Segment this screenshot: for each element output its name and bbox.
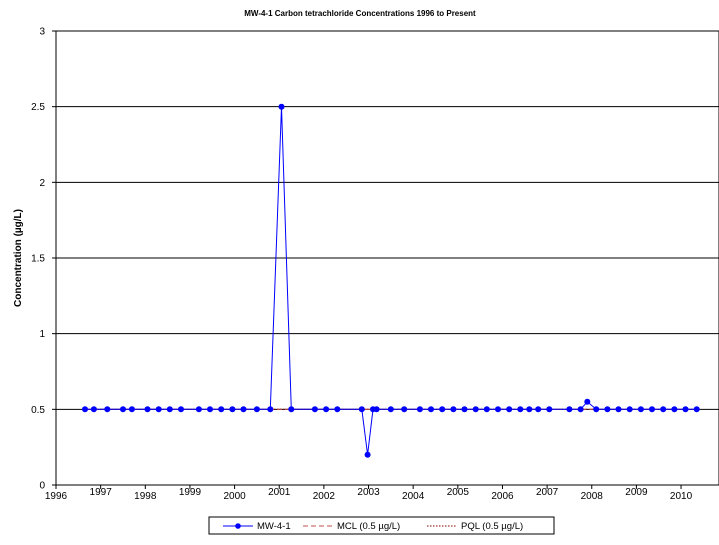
data-point — [472, 406, 479, 413]
legend-label-pql: PQL (0.5 µg/L) — [461, 521, 523, 532]
data-point — [461, 406, 468, 413]
y-tick-label: 3 — [39, 27, 45, 38]
x-tick-labels: 1996 1998 2000 2002 2004 2006 2008 2010 1997 1999… — [45, 485, 693, 502]
legend-label-mcl: MCL (0.5 µg/L) — [337, 521, 400, 532]
data-point — [267, 406, 274, 413]
legend: MW-4-1 MCL (0.5 µg/L) PQL (0.5 µg/L) — [208, 516, 555, 535]
y-axis-label: Concentration (µg/L) — [13, 209, 24, 307]
data-point — [450, 406, 457, 413]
data-point — [517, 406, 524, 413]
data-point — [566, 406, 573, 413]
x-tick-label: 2008 — [581, 491, 604, 502]
legend-label-mw-4-1: MW-4-1 — [257, 521, 291, 532]
data-point — [178, 406, 184, 413]
data-point — [240, 406, 247, 413]
x-tick-label: 2009 — [625, 487, 648, 498]
data-point — [506, 406, 513, 413]
data-point — [660, 406, 667, 413]
data-point — [615, 406, 622, 413]
data-point — [593, 406, 600, 413]
data-point — [278, 103, 285, 110]
data-point — [649, 406, 655, 413]
y-tick-label: 0 — [39, 481, 45, 492]
x-tick-label: 1996 — [45, 491, 68, 502]
x-tick-label: 1998 — [134, 491, 157, 502]
y-tick-label: 2 — [39, 178, 45, 189]
y-tick-labels: 0 0.5 1 1.5 2 2.5 3 — [31, 27, 56, 492]
x-tick-label: 2005 — [447, 487, 470, 498]
y-tick-label: 0.5 — [31, 405, 45, 416]
data-point — [155, 406, 162, 413]
data-point — [671, 406, 678, 413]
data-point — [637, 406, 644, 413]
x-tick-label: 2007 — [536, 487, 559, 498]
data-point — [166, 406, 173, 413]
data-point — [120, 406, 126, 413]
x-tick-label: 2010 — [670, 491, 693, 502]
data-point — [604, 406, 611, 413]
data-point — [364, 451, 371, 458]
data-point — [483, 406, 490, 413]
data-point — [128, 406, 135, 413]
data-point — [334, 406, 341, 413]
data-point — [82, 406, 88, 413]
data-point — [218, 406, 225, 413]
data-point — [401, 406, 408, 413]
legend-marker-mw-4-1 — [235, 523, 241, 529]
data-point — [373, 406, 380, 413]
data-point — [428, 406, 434, 413]
data-point — [626, 406, 633, 413]
data-point — [195, 406, 202, 413]
x-tick-label: 2000 — [223, 491, 246, 502]
legend-box — [208, 516, 555, 535]
y-tick-label: 1.5 — [31, 254, 45, 265]
x-tick-label: 2003 — [357, 487, 380, 498]
data-point — [682, 406, 689, 413]
data-point — [526, 406, 533, 413]
data-point — [288, 406, 295, 413]
data-point — [387, 406, 394, 413]
chart-title: MW-4-1 Carbon tetrachloride Concentratio… — [244, 9, 476, 18]
data-point — [439, 406, 446, 413]
data-point — [584, 398, 591, 405]
data-point — [144, 406, 151, 413]
x-tick-label: 1997 — [90, 487, 113, 498]
data-point — [90, 406, 97, 413]
data-point — [104, 406, 111, 413]
series-layer — [82, 103, 700, 458]
data-point — [229, 406, 236, 413]
data-point — [207, 406, 213, 413]
data-point — [358, 406, 365, 413]
data-point — [546, 406, 553, 413]
x-tick-label: 2004 — [402, 491, 425, 502]
data-point — [577, 406, 584, 413]
data-point — [535, 406, 542, 413]
x-tick-label: 2006 — [491, 491, 514, 502]
x-tick-label: 1999 — [179, 487, 202, 498]
y-tick-label: 2.5 — [31, 102, 45, 113]
x-tick-label: 2002 — [313, 491, 336, 502]
x-tick-label: 2001 — [268, 487, 291, 498]
data-point — [253, 406, 260, 413]
data-point — [495, 406, 501, 413]
grid-lines — [56, 106, 719, 410]
data-point — [693, 406, 700, 413]
series-line-mw-4-1 — [85, 106, 697, 455]
data-point — [311, 406, 318, 413]
data-point — [416, 406, 423, 413]
data-point — [323, 406, 330, 413]
y-tick-label: 1 — [39, 329, 45, 340]
